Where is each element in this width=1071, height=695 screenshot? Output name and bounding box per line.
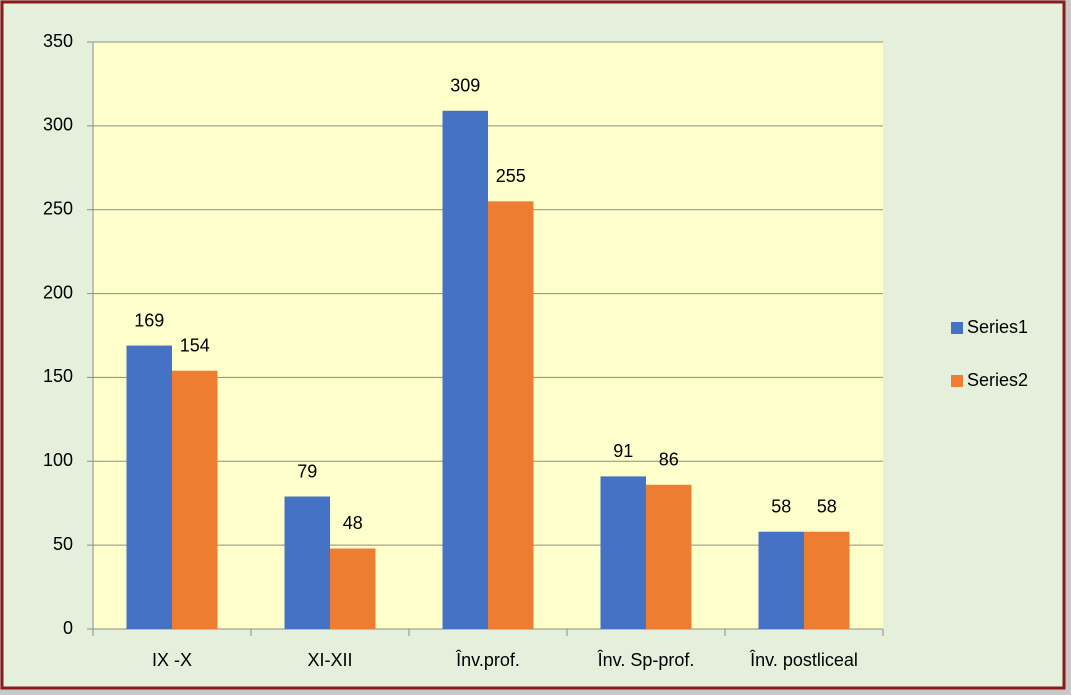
data-label: 79	[297, 461, 317, 481]
data-label: 255	[496, 166, 526, 186]
x-tick-label: IX -X	[152, 650, 192, 670]
bar	[172, 370, 218, 629]
y-tick-label: 300	[43, 115, 73, 135]
bar	[758, 531, 804, 629]
y-tick-label: 150	[43, 366, 73, 386]
legend-swatch	[951, 375, 963, 387]
legend-label: Series1	[967, 317, 1028, 337]
data-label: 154	[180, 335, 210, 355]
data-label: 91	[613, 441, 633, 461]
data-label: 58	[817, 496, 837, 516]
x-tick-label: XI-XII	[307, 650, 352, 670]
y-tick-label: 100	[43, 450, 73, 470]
data-label: 169	[134, 310, 164, 330]
data-label: 58	[771, 496, 791, 516]
y-tick-label: 50	[53, 534, 73, 554]
legend-swatch	[951, 322, 963, 334]
x-tick-label: Înv. Sp-prof.	[597, 650, 695, 670]
bar	[126, 345, 172, 629]
x-tick-label: Înv.prof.	[455, 650, 520, 670]
data-label: 48	[343, 513, 363, 533]
y-tick-label: 0	[63, 618, 73, 638]
bar	[804, 531, 850, 629]
data-label: 309	[450, 76, 480, 96]
bar	[600, 476, 646, 629]
bar	[284, 496, 330, 629]
data-label: 86	[659, 450, 679, 470]
bar	[646, 484, 692, 629]
y-tick-label: 250	[43, 198, 73, 218]
bar	[330, 548, 376, 629]
bar	[442, 110, 488, 629]
legend-label: Series2	[967, 370, 1028, 390]
bar	[488, 201, 534, 630]
y-tick-label: 350	[43, 31, 73, 51]
y-tick-label: 200	[43, 282, 73, 302]
x-tick-label: Înv. postliceal	[749, 650, 858, 670]
